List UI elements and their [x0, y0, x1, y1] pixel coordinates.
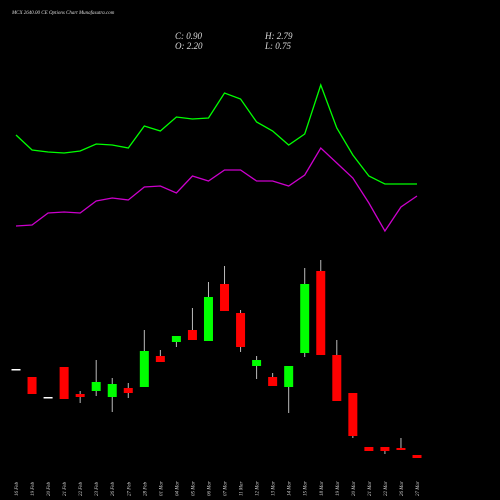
candle-body [300, 284, 310, 353]
candle-body [284, 366, 294, 387]
candle-body [268, 377, 278, 386]
high-label: H: 2.79 [264, 31, 293, 41]
x-tick-label: 22 Feb [79, 481, 84, 496]
candle-body [252, 360, 262, 366]
candle-body [27, 377, 37, 394]
close-label: C: 0.90 [175, 31, 203, 41]
x-tick-label: 21 Feb [63, 481, 68, 496]
candle-body [75, 394, 85, 397]
candle-body [107, 384, 117, 397]
low-label: L: 0.75 [264, 41, 292, 51]
x-tick-label: 22 Mar [384, 481, 389, 496]
candle-body [123, 388, 133, 393]
x-tick-label: 14 Mar [288, 481, 293, 496]
x-tick-label: 13 Mar [272, 481, 277, 496]
candle-body [332, 355, 342, 401]
x-tick-label: 19 Feb [31, 481, 36, 496]
open-label: O: 2.20 [175, 41, 203, 51]
x-tick-label: 15 Mar [304, 481, 309, 496]
indicator-line [15, 146, 418, 233]
candle-body [380, 447, 390, 451]
x-tick-label: 16 Feb [15, 481, 20, 496]
x-tick-label: 06 Mar [207, 481, 212, 496]
candle-body [155, 356, 165, 362]
candle-body [412, 455, 422, 458]
x-tick-label: 18 Mar [320, 481, 325, 496]
candle-body [316, 271, 326, 355]
candle-body [43, 397, 53, 399]
candle-body [91, 382, 101, 391]
candle-body [171, 336, 181, 342]
candle-body [11, 369, 21, 371]
x-tick-label: 27 Mar [416, 481, 421, 496]
x-tick-label: 20 Feb [47, 481, 52, 496]
x-tick-label: 07 Mar [224, 481, 229, 496]
x-tick-label: 26 Feb [111, 481, 116, 496]
candle-body [187, 330, 197, 340]
x-tick-label: 21 Mar [368, 481, 373, 496]
x-tick-label: 26 Mar [400, 481, 405, 496]
x-tick-label: 28 Feb [143, 481, 148, 496]
candle-body [139, 351, 149, 387]
candle-body [348, 393, 358, 436]
x-tick-label: 04 Mar [175, 481, 180, 496]
candle-body [396, 448, 406, 450]
candle-body [236, 313, 246, 347]
x-tick-label: 20 Mar [352, 481, 357, 496]
candle-body [59, 367, 69, 399]
indicator-line [15, 83, 417, 185]
candle-body [220, 284, 230, 311]
x-tick-label: 12 Mar [256, 481, 261, 496]
x-tick-label: 19 Mar [336, 481, 341, 496]
candle-body [203, 297, 213, 341]
x-tick-label: 01 Mar [159, 481, 164, 496]
candle-body [364, 447, 374, 451]
x-tick-label: 27 Feb [127, 481, 132, 496]
x-tick-label: 23 Feb [95, 481, 100, 496]
x-tick-label: 05 Mar [191, 481, 196, 496]
chart-title: MCX 2640.00 CE Options Chart Munafasutra… [11, 11, 115, 16]
x-tick-label: 11 Mar [240, 481, 245, 496]
